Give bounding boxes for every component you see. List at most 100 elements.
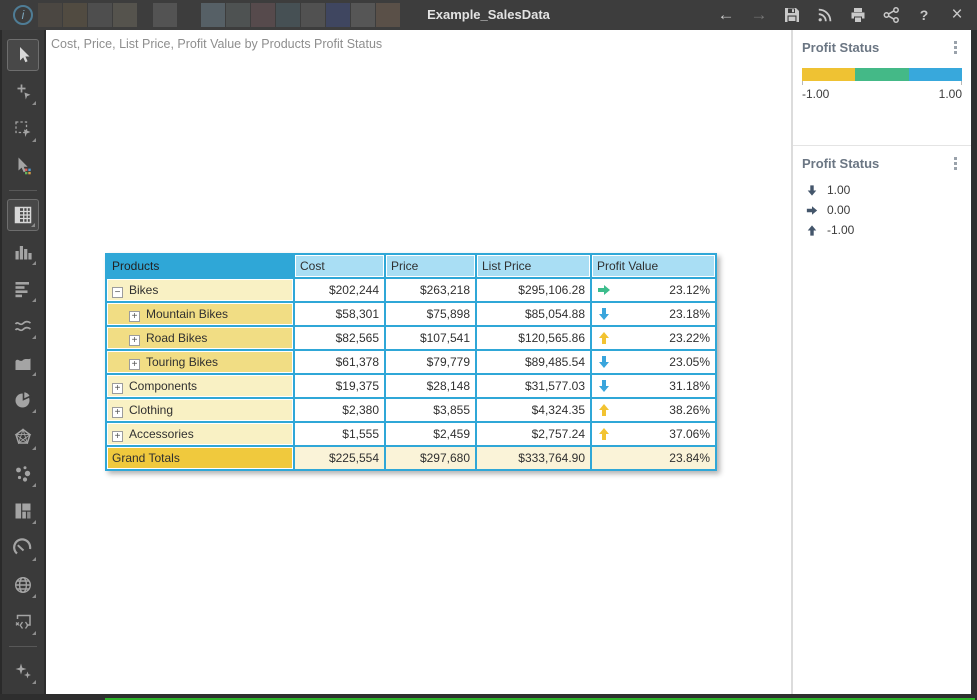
pivot-grid: Products Cost Price List Price Profit Va… <box>105 253 717 471</box>
row-label: Road Bikes <box>146 330 208 345</box>
status-arrow-icon <box>597 380 611 392</box>
list-price-cell[interactable]: $89,485.54 <box>477 351 590 373</box>
list-price-cell[interactable]: $4,324.35 <box>477 399 590 421</box>
expand-toggle[interactable]: + <box>129 334 140 346</box>
cost-cell[interactable]: $225,554 <box>295 447 384 469</box>
legend-panel: Profit Status -1.00 1.00 Profit Status 1… <box>793 30 971 694</box>
cost-cell[interactable]: $2,380 <box>295 399 384 421</box>
profit-cell[interactable]: 23.22% <box>592 327 715 349</box>
pointer-tool-icon[interactable] <box>7 39 39 71</box>
expand-toggle[interactable]: + <box>129 310 140 322</box>
profit-cell[interactable]: 37.06% <box>592 423 715 445</box>
back-button[interactable]: ← <box>717 5 735 24</box>
pivot-grid-tool-icon[interactable] <box>7 199 39 231</box>
print-icon[interactable] <box>848 5 868 25</box>
ai-assistant-tool-icon[interactable] <box>7 655 39 687</box>
row-label-cell[interactable]: + Clothing <box>107 399 293 421</box>
price-cell[interactable]: $3,855 <box>386 399 475 421</box>
profit-cell[interactable]: 23.12% <box>592 279 715 301</box>
row-label-cell[interactable]: Grand Totals <box>107 447 293 469</box>
row-label-cell[interactable]: − Bikes <box>107 279 293 301</box>
row-label: Bikes <box>129 282 159 297</box>
profit-cell[interactable]: 23.05% <box>592 351 715 373</box>
redacted-toolbar <box>38 3 401 27</box>
row-label-cell[interactable]: + Touring Bikes <box>107 351 293 373</box>
row-label-cell[interactable]: + Components <box>107 375 293 397</box>
forward-button[interactable]: → <box>750 5 768 24</box>
cost-cell[interactable]: $19,375 <box>295 375 384 397</box>
list-price-cell[interactable]: $333,764.90 <box>477 447 590 469</box>
cost-cell[interactable]: $61,378 <box>295 351 384 373</box>
profit-cell[interactable]: 38.26% <box>592 399 715 421</box>
scatter-chart-tool-icon[interactable] <box>7 458 39 490</box>
titlebar: i Example_SalesData ← → ? × <box>0 0 977 30</box>
column-header-list-price[interactable]: List Price <box>477 255 590 277</box>
row-label: Grand Totals <box>112 451 180 465</box>
list-price-cell[interactable]: $85,054.88 <box>477 303 590 325</box>
smart-select-tool-icon[interactable] <box>7 150 39 182</box>
column-header-cost[interactable]: Cost <box>295 255 384 277</box>
sidebar-divider <box>9 646 37 647</box>
range-chart-tool-icon[interactable] <box>7 347 39 379</box>
cost-cell[interactable]: $1,555 <box>295 423 384 445</box>
cost-cell[interactable]: $82,565 <box>295 327 384 349</box>
pie-chart-tool-icon[interactable] <box>7 384 39 416</box>
save-icon[interactable] <box>782 5 802 25</box>
share-icon[interactable] <box>881 5 901 25</box>
expand-toggle[interactable]: + <box>112 430 123 442</box>
column-chart-tool-icon[interactable] <box>7 236 39 268</box>
column-header-profit-value[interactable]: Profit Value <box>592 255 715 277</box>
tool-sidebar <box>0 30 44 694</box>
legend-item: 0.00 <box>802 200 962 220</box>
row-label-cell[interactable]: + Road Bikes <box>107 327 293 349</box>
status-arrow-icon <box>806 224 818 236</box>
profit-value: 23.05% <box>669 355 710 369</box>
bar-chart-tool-icon[interactable] <box>7 273 39 305</box>
add-pointer-tool-icon[interactable] <box>7 76 39 108</box>
map-tool-icon[interactable] <box>7 569 39 601</box>
price-cell[interactable]: $75,898 <box>386 303 475 325</box>
gauge-tool-icon[interactable] <box>7 532 39 564</box>
column-header-products[interactable]: Products <box>112 259 160 273</box>
price-cell[interactable]: $79,779 <box>386 351 475 373</box>
price-cell[interactable]: $2,459 <box>386 423 475 445</box>
profit-cell[interactable]: 31.18% <box>592 375 715 397</box>
profit-cell[interactable]: 23.84% <box>592 447 715 469</box>
column-header-price[interactable]: Price <box>386 255 475 277</box>
close-icon[interactable]: × <box>951 4 963 25</box>
image-tool-icon[interactable] <box>7 606 39 638</box>
kebab-menu-icon[interactable] <box>948 156 962 174</box>
kebab-menu-icon[interactable] <box>948 40 962 58</box>
expand-toggle[interactable]: + <box>112 406 123 418</box>
help-icon[interactable]: ? <box>919 7 929 23</box>
indicator-legend: Profit Status 1.00 0.00 -1.00 <box>793 146 971 248</box>
status-arrow-icon <box>597 428 611 440</box>
price-cell[interactable]: $297,680 <box>386 447 475 469</box>
info-icon[interactable]: i <box>13 5 33 25</box>
radar-chart-tool-icon[interactable] <box>7 421 39 453</box>
price-cell[interactable]: $263,218 <box>386 279 475 301</box>
row-label-cell[interactable]: + Mountain Bikes <box>107 303 293 325</box>
legend-title: Profit Status <box>802 156 880 171</box>
list-price-cell[interactable]: $295,106.28 <box>477 279 590 301</box>
window-title: Example_SalesData <box>427 7 550 22</box>
cost-cell[interactable]: $58,301 <box>295 303 384 325</box>
dashboard-canvas: Cost, Price, List Price, Profit Value by… <box>46 30 791 694</box>
collapse-toggle[interactable]: − <box>112 286 123 298</box>
list-price-cell[interactable]: $120,565.86 <box>477 327 590 349</box>
rss-icon[interactable] <box>815 5 835 25</box>
list-price-cell[interactable]: $2,757.24 <box>477 423 590 445</box>
line-chart-tool-icon[interactable] <box>7 310 39 342</box>
panel-divider <box>791 30 793 694</box>
row-label: Components <box>129 378 198 393</box>
profit-cell[interactable]: 23.18% <box>592 303 715 325</box>
expand-toggle[interactable]: + <box>112 382 123 394</box>
list-price-cell[interactable]: $31,577.03 <box>477 375 590 397</box>
treemap-tool-icon[interactable] <box>7 495 39 527</box>
cost-cell[interactable]: $202,244 <box>295 279 384 301</box>
marquee-select-tool-icon[interactable] <box>7 113 39 145</box>
price-cell[interactable]: $28,148 <box>386 375 475 397</box>
price-cell[interactable]: $107,541 <box>386 327 475 349</box>
row-label-cell[interactable]: + Accessories <box>107 423 293 445</box>
expand-toggle[interactable]: + <box>129 358 140 370</box>
